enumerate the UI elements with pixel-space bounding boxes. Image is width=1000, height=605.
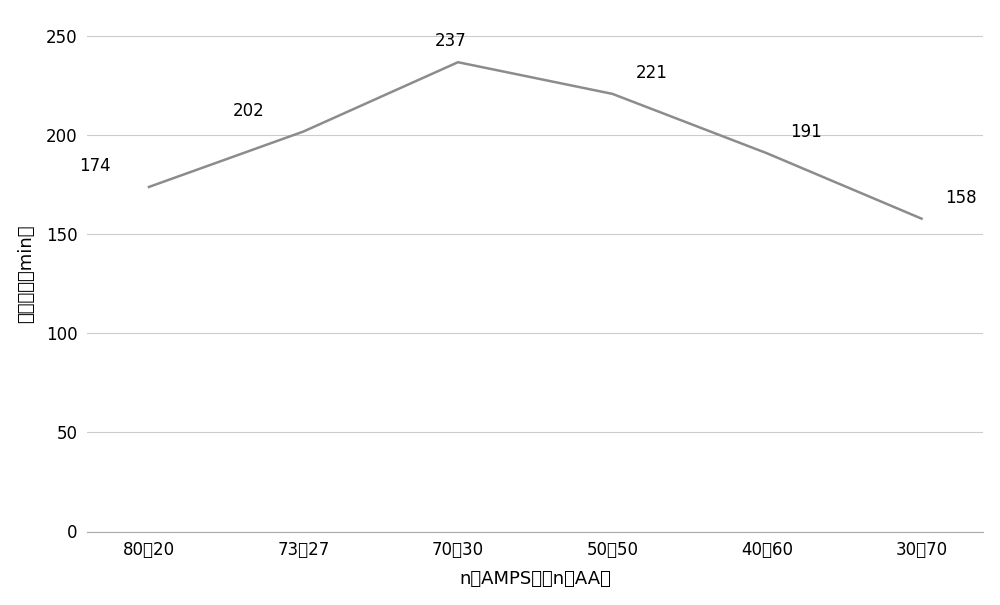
Text: 202: 202 [233, 102, 265, 120]
Text: 221: 221 [636, 64, 668, 82]
X-axis label: n（AMPS）：n（AA）: n（AMPS）：n（AA） [459, 571, 611, 588]
Text: 237: 237 [434, 32, 466, 50]
Text: 191: 191 [790, 123, 822, 142]
Text: 174: 174 [79, 157, 110, 175]
Text: 158: 158 [945, 189, 976, 207]
Y-axis label: 稠化时间（min）: 稠化时间（min） [17, 225, 35, 323]
